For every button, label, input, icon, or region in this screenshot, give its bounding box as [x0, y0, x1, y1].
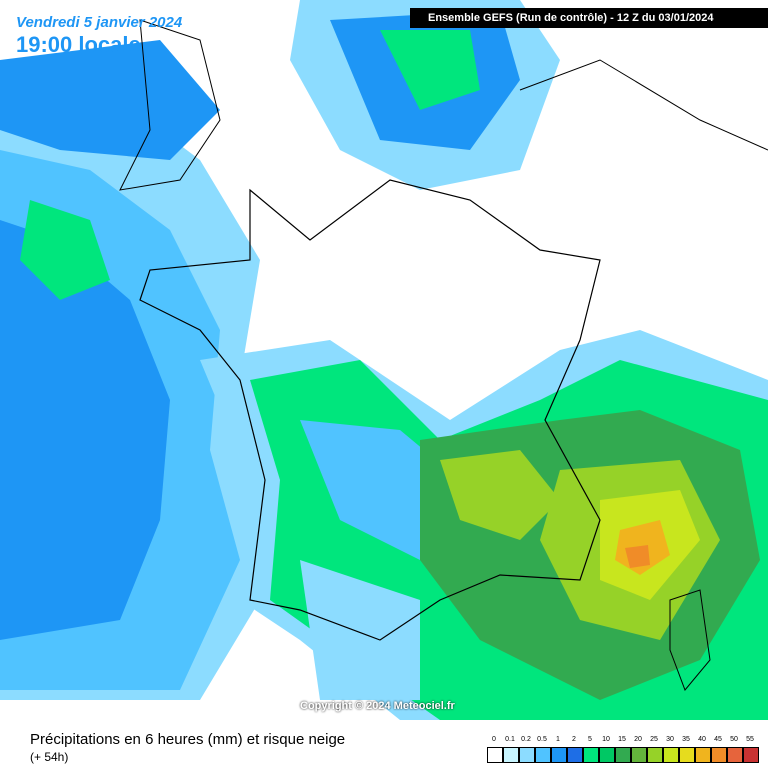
- legend-swatch: [599, 747, 615, 763]
- legend-label: 40: [698, 736, 706, 743]
- legend-swatch: [663, 747, 679, 763]
- legend-label: 30: [666, 736, 674, 743]
- run-info: Ensemble GEFS (Run de contrôle) - 12 Z d…: [428, 12, 714, 24]
- footer-lead: (+ 54h): [30, 750, 69, 764]
- legend-swatch: [503, 747, 519, 763]
- date: Vendredi 5 janvier 2024: [16, 14, 183, 31]
- legend-label: 0: [492, 736, 496, 743]
- legend-swatch: [519, 747, 535, 763]
- legend-label: 50: [730, 736, 738, 743]
- legend-label: 20: [634, 736, 642, 743]
- legend-swatch: [631, 747, 647, 763]
- legend-swatch: [535, 747, 551, 763]
- legend-swatch: [647, 747, 663, 763]
- legend-label: 0.2: [521, 736, 531, 743]
- legend-swatch: [567, 747, 583, 763]
- legend-label: 15: [618, 736, 626, 743]
- legend-swatch: [487, 747, 503, 763]
- legend-label: 1: [556, 736, 560, 743]
- legend-swatch: [583, 747, 599, 763]
- legend-swatch: [711, 747, 727, 763]
- legend-swatch: [695, 747, 711, 763]
- legend-label: 5: [588, 736, 592, 743]
- legend-label: 35: [682, 736, 690, 743]
- legend-swatch: [743, 747, 759, 763]
- legend-label: 55: [746, 736, 754, 743]
- copyright: Copyright © 2024 Meteociel.fr: [300, 700, 455, 712]
- time: 19:00 locale: [16, 32, 141, 57]
- legend-swatch: [615, 747, 631, 763]
- footer-title: Précipitations en 6 heures (mm) et risqu…: [30, 731, 346, 748]
- legend-label: 25: [650, 736, 658, 743]
- legend-swatch: [679, 747, 695, 763]
- legend-swatch: [727, 747, 743, 763]
- legend-label: 2: [572, 736, 576, 743]
- legend-label: 0.5: [537, 736, 547, 743]
- legend-label: 45: [714, 736, 722, 743]
- legend-swatch: [551, 747, 567, 763]
- legend-label: 0.1: [505, 736, 515, 743]
- legend-label: 10: [602, 736, 610, 743]
- map: [0, 0, 768, 720]
